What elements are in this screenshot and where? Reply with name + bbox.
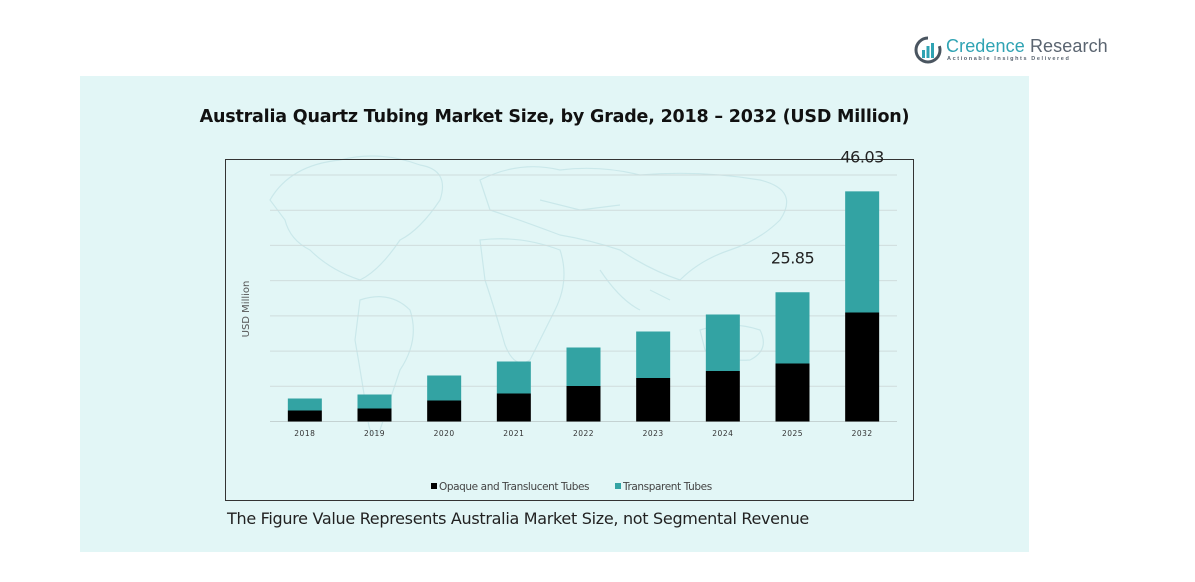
- x-tick-label: 2023: [643, 429, 664, 438]
- legend-label-opaque: Opaque and Translucent Tubes: [439, 481, 589, 493]
- chart-frame: [225, 159, 914, 501]
- x-tick-label: 2024: [712, 429, 733, 438]
- bar-opaque-2019: [357, 408, 392, 422]
- bar-chart-circle-icon: [914, 36, 942, 64]
- bar-opaque-2020: [427, 400, 462, 422]
- bar-transparent-2022: [566, 347, 601, 386]
- x-tick-label: 2032: [852, 429, 873, 438]
- legend-swatch-opaque: [431, 483, 437, 489]
- x-tick-label: 2020: [434, 429, 455, 438]
- bar-opaque-2032: [845, 312, 880, 422]
- x-tick-label: 2019: [364, 429, 385, 438]
- bar-opaque-2023: [636, 378, 671, 422]
- bar-transparent-2018: [287, 398, 322, 411]
- data-label-2032: 46.03: [841, 147, 884, 166]
- bar-transparent-2024: [705, 314, 740, 371]
- bar-transparent-2023: [636, 331, 671, 378]
- brand-name-part2: Research: [1024, 36, 1108, 56]
- data-label-2025: 25.85: [771, 248, 814, 267]
- chart-caption: The Figure Value Represents Australia Ma…: [227, 509, 809, 528]
- bar-opaque-2022: [566, 386, 601, 422]
- bar-transparent-2021: [496, 361, 531, 394]
- x-tick-label: 2022: [573, 429, 594, 438]
- brand-tagline: Actionable Insights Delivered: [947, 56, 1071, 62]
- bar-opaque-2024: [705, 371, 740, 422]
- legend-swatch-transparent: [615, 483, 621, 489]
- bar-opaque-2018: [287, 410, 322, 422]
- bar-transparent-2020: [427, 375, 462, 401]
- x-tick-label: 2018: [294, 429, 315, 438]
- x-tick-label: 2021: [503, 429, 524, 438]
- brand-logo: Credence Research Actionable Insights De…: [914, 35, 1108, 67]
- y-axis-label: USD Million: [241, 281, 252, 338]
- bar-opaque-2025: [775, 363, 810, 422]
- brand-name: Credence Research: [946, 35, 1108, 57]
- x-tick-label: 2025: [782, 429, 803, 438]
- chart-title: Australia Quartz Tubing Market Size, by …: [199, 107, 910, 127]
- bar-transparent-2019: [357, 394, 392, 409]
- bar-opaque-2021: [496, 393, 531, 422]
- bar-transparent-2032: [845, 191, 880, 313]
- brand-name-part1: Credence: [946, 36, 1025, 56]
- legend-label-transparent: Transparent Tubes: [622, 481, 712, 493]
- bar-transparent-2025: [775, 292, 810, 364]
